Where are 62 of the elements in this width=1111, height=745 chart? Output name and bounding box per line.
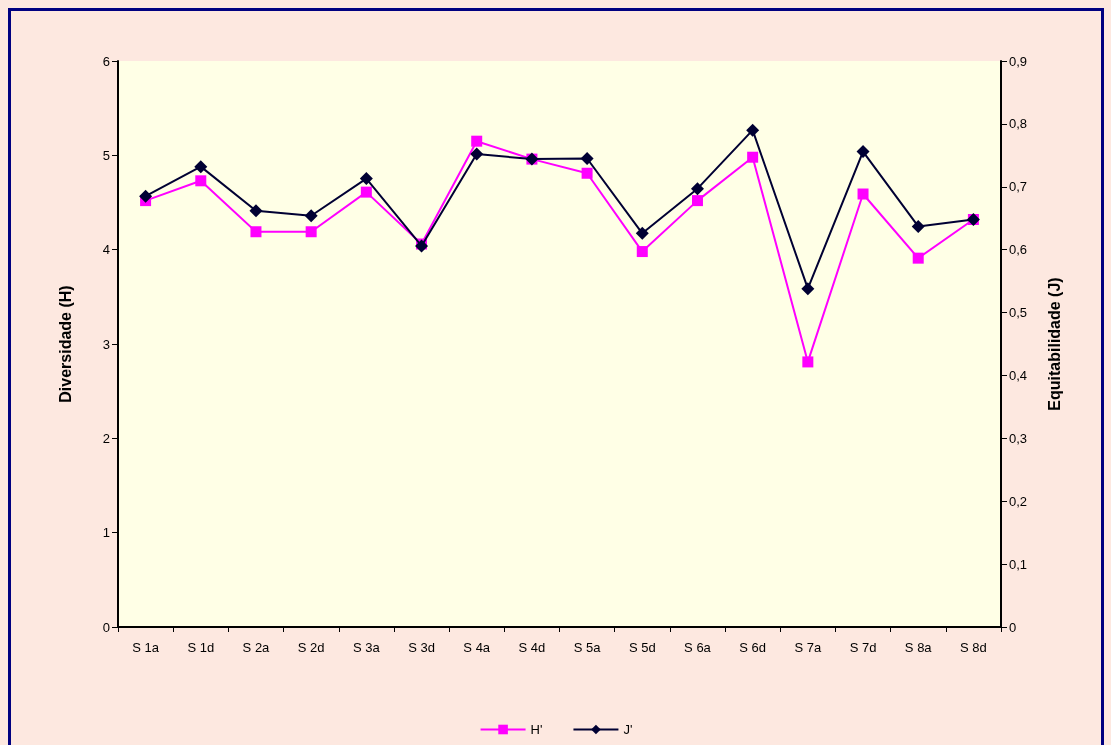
y-tick-label: 3 xyxy=(102,336,110,352)
y2-tick-label: 0,7 xyxy=(1009,179,1028,195)
y2-tick-label: 0,9 xyxy=(1009,53,1028,69)
point xyxy=(581,167,593,179)
y2-axis-title: Equitabilidade (J) xyxy=(1045,277,1063,411)
point xyxy=(747,151,759,163)
y2-tick-label: 0,1 xyxy=(1009,556,1028,572)
point xyxy=(690,182,704,196)
point xyxy=(857,188,869,200)
point xyxy=(195,175,207,187)
x-tick-label: S 1a xyxy=(132,640,160,655)
x-tick-label: S 2d xyxy=(297,640,325,655)
y2-tick-label: 0,2 xyxy=(1009,493,1028,509)
y-tick-label: 2 xyxy=(102,430,110,446)
point xyxy=(801,282,815,296)
legend-label: J' xyxy=(623,722,633,737)
point xyxy=(249,204,263,218)
point xyxy=(139,189,153,203)
y2-tick-label: 0,6 xyxy=(1009,242,1028,258)
x-tick-label: S 7d xyxy=(849,640,877,655)
point xyxy=(746,123,760,137)
x-tick-label: S 4d xyxy=(518,640,546,655)
y2-tick-label: 0,4 xyxy=(1009,367,1028,383)
x-tick-label: S 2a xyxy=(242,640,271,655)
x-tick-label: S 8a xyxy=(904,640,933,655)
point xyxy=(470,147,484,161)
x-tick-label: S 4a xyxy=(463,640,491,655)
x-tick-label: S 6a xyxy=(684,640,712,655)
x-tick-label: S 8d xyxy=(960,640,987,655)
point xyxy=(580,151,594,165)
x-tick-label: S 5a xyxy=(573,640,602,655)
legend-label: H' xyxy=(530,722,543,737)
point xyxy=(194,160,208,174)
point xyxy=(911,219,925,233)
y-tick-label: 5 xyxy=(102,147,110,163)
y-axis-title: Diversidade (H) xyxy=(56,285,74,403)
x-tick-label: S 7a xyxy=(794,640,822,655)
y2-tick-label: 0,3 xyxy=(1009,430,1028,446)
point xyxy=(691,195,703,207)
x-tick-label: S 1d xyxy=(187,640,215,655)
x-tick-label: S 3d xyxy=(408,640,435,655)
x-tick-label: S 6d xyxy=(739,640,767,655)
point xyxy=(635,226,649,240)
y2-tick-label: 0,8 xyxy=(1009,116,1028,132)
point xyxy=(305,226,317,238)
point xyxy=(912,252,924,264)
point xyxy=(802,356,814,368)
y-tick-label: 1 xyxy=(102,525,110,541)
y-tick-label: 0 xyxy=(102,619,110,635)
x-tick-label: S 3a xyxy=(352,640,381,655)
point xyxy=(360,186,372,198)
y-tick-label: 6 xyxy=(102,53,110,69)
y-tick-label: 4 xyxy=(102,242,110,258)
point xyxy=(359,172,373,186)
point xyxy=(250,226,262,238)
y2-tick-label: 0,5 xyxy=(1009,305,1028,321)
point xyxy=(636,246,648,258)
point xyxy=(304,209,318,223)
y2-tick-label: 0 xyxy=(1009,619,1017,635)
x-tick-label: S 5d xyxy=(628,640,656,655)
point xyxy=(471,135,483,147)
point xyxy=(856,145,870,159)
